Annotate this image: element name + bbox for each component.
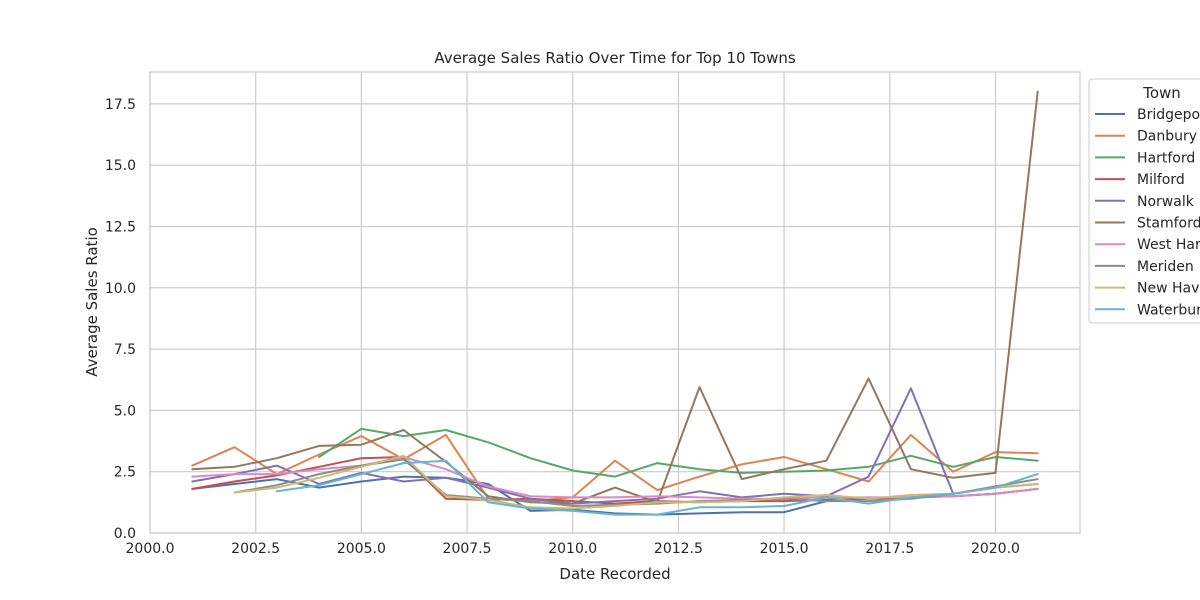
legend-frame (1088, 78, 1200, 324)
x-tick-label: 2005.0 (337, 541, 386, 557)
legend-label: Stamford (1137, 216, 1200, 232)
x-tick-label: 2020.0 (971, 541, 1020, 557)
legend-label: Norwalk (1137, 194, 1195, 210)
x-tick-label: 2010.0 (548, 541, 597, 557)
x-tick-label: 2000.0 (126, 541, 175, 557)
legend-label: Milford (1137, 172, 1185, 188)
chart-title: Average Sales Ratio Over Time for Top 10… (434, 49, 796, 67)
legend-label: Danbury (1137, 129, 1197, 145)
series-line (318, 427, 1039, 478)
legend-label: Waterbury (1137, 302, 1200, 318)
x-tick-label: 2015.0 (760, 541, 809, 557)
y-tick-label: 5.0 (114, 403, 136, 419)
series-line (275, 459, 1039, 516)
x-axis-label: Date Recorded (559, 565, 670, 583)
series-lines (191, 90, 1039, 516)
tick-labels: 2000.0 2002.5 2005.0 2007.5 2010.0 2012.5 2015… (105, 97, 1020, 557)
y-tick-label: 10.0 (105, 281, 136, 297)
y-tick-label: 0.0 (114, 526, 136, 542)
x-tick-label: 2002.5 (231, 541, 280, 557)
legend-label: Bridgeport (1137, 107, 1200, 123)
legend-label: Meriden (1137, 259, 1194, 275)
legend: Town Bridgeport Danbury Hartford Milford Nor… (1088, 78, 1200, 324)
legend-title: Town (1142, 84, 1181, 102)
x-tick-label: 2012.5 (654, 541, 703, 557)
series-line (191, 456, 1039, 500)
legend-label: Hartford (1137, 150, 1195, 166)
y-tick-label: 15.0 (105, 158, 136, 174)
series-line (233, 454, 1039, 510)
y-tick-label: 2.5 (114, 465, 136, 481)
y-tick-label: 17.5 (105, 97, 136, 113)
plot-frame (149, 71, 1081, 534)
series-line (191, 387, 1039, 505)
y-axis-label: Average Sales Ratio (83, 227, 101, 377)
x-tick-label: 2007.5 (443, 541, 492, 557)
x-tick-label: 2017.5 (865, 541, 914, 557)
legend-items: Bridgeport Danbury Hartford Milford Norwalk S… (1095, 107, 1200, 318)
legend-label: New Haven (1137, 281, 1200, 297)
y-tick-label: 7.5 (114, 342, 136, 358)
legend-label: West Hartford (1137, 237, 1200, 253)
series-line (191, 90, 1039, 505)
y-tick-label: 12.5 (105, 219, 136, 235)
